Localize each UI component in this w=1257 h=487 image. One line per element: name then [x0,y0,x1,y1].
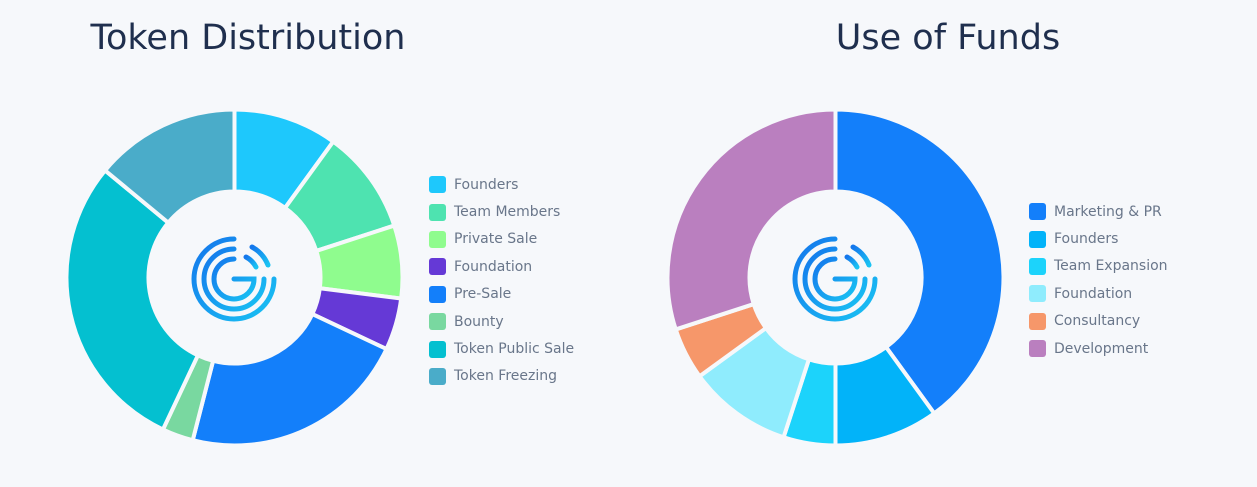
legend-swatch [1029,230,1046,248]
token-distribution-panel: Token Distribution Founders Team Members… [0,0,628,487]
legend-swatch [429,258,446,276]
legend-swatch [1029,257,1046,275]
logo-rings [191,236,277,322]
legend-swatch [1029,203,1046,221]
legend-item[interactable]: Private Sale [429,226,574,253]
legend-label: Marketing & PR [1054,203,1162,220]
legend-item[interactable]: Founders [429,171,574,198]
legend-item[interactable]: Team Expansion [1029,253,1168,280]
legend-label: Private Sale [454,231,538,248]
legend: Founders Team Members Private Sale Found… [429,171,574,390]
legend-label: Pre-Sale [454,286,512,303]
legend-label: Token Public Sale [454,341,575,358]
legend-label: Foundation [1054,285,1133,302]
donut-chart [665,107,1006,448]
legend-swatch [429,230,446,248]
legend-item[interactable]: Foundation [1029,280,1168,307]
legend-item[interactable]: Pre-Sale [429,281,574,308]
legend-label: Founders [1054,231,1119,248]
legend: Marketing & PR Founders Team Expansion F… [1029,198,1168,362]
legend-swatch [429,176,446,194]
legend-swatch [429,203,446,221]
legend-label: Consultancy [1054,313,1141,330]
slice-development[interactable] [665,107,838,332]
logo-rings [792,236,878,322]
legend-swatch [1029,340,1046,358]
legend-label: Team Expansion [1054,258,1168,275]
donut-chart [64,107,405,448]
slice-pre-sale[interactable] [190,312,389,448]
legend-swatch [1029,285,1046,303]
legend-swatch [429,367,446,385]
legend-item[interactable]: Marketing & PR [1029,198,1168,225]
legend-swatch [429,340,446,358]
legend-label: Foundation [454,258,533,275]
slice-marketing-pr[interactable] [833,107,1006,416]
center-logo-icon [792,236,878,322]
legend-label: Token Freezing [454,368,557,385]
legend-item[interactable]: Consultancy [1029,308,1168,335]
legend-item[interactable]: Foundation [429,253,574,280]
legend-item[interactable]: Team Members [429,198,574,225]
legend-label: Founders [454,176,519,193]
legend-swatch [429,285,446,303]
legend-item[interactable]: Token Freezing [429,363,574,390]
slice-token-freezing[interactable] [103,107,237,225]
legend-swatch [1029,312,1046,330]
center-logo-icon [191,236,277,322]
chart-title: Token Distribution [90,18,406,58]
legend-label: Team Members [454,204,561,221]
legend-item[interactable]: Bounty [429,308,574,335]
legend-label: Development [1054,340,1149,357]
legend-item[interactable]: Founders [1029,225,1168,252]
legend-swatch [429,313,446,331]
use-of-funds-panel: Use of Funds Marketing & PR Founders Tea… [628,0,1257,487]
slice-token-public-sale[interactable] [64,168,200,432]
chart-title: Use of Funds [835,18,1061,58]
legend-label: Bounty [454,313,504,330]
legend-item[interactable]: Development [1029,335,1168,362]
legend-item[interactable]: Token Public Sale [429,335,574,362]
